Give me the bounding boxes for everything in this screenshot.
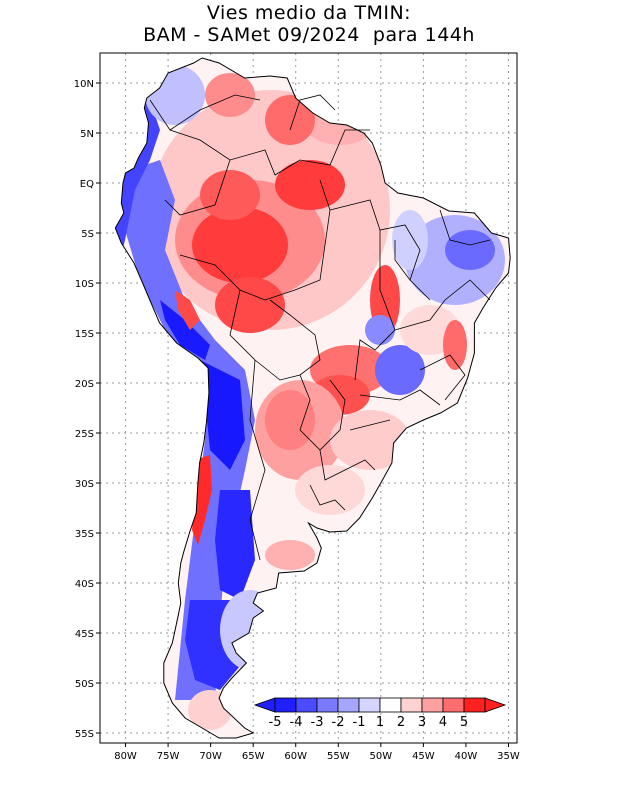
country-borders (149, 94, 491, 561)
lat-tick-label: 10N (74, 79, 94, 90)
colorbar-swatch (463, 697, 486, 713)
lon-tick-label: 65W (242, 751, 265, 762)
bias-region (365, 315, 395, 345)
colorbar-swatch (400, 697, 423, 713)
bias-region (265, 390, 315, 450)
colorbar-label: -4 (290, 715, 303, 730)
longitude-axis: 80W 75W 70W 65W 60W 55W 50W 45W 40W 35W (114, 743, 520, 762)
lon-tick-label: 50W (370, 751, 393, 762)
map-title-line-2: BAM - SAMet 09/2024 para 144h (143, 24, 475, 46)
lat-tick-label: 30S (75, 479, 94, 490)
lat-tick-label: 40S (75, 579, 94, 590)
colorbar-label: -2 (332, 715, 345, 730)
colorbar-swatch (274, 697, 297, 713)
lon-tick-label: 60W (284, 751, 307, 762)
lat-tick-label: 5S (81, 229, 94, 240)
bias-region (275, 160, 345, 210)
bias-region (200, 360, 245, 470)
lat-tick-label: 20S (75, 379, 94, 390)
bias-region (392, 210, 428, 270)
bias-region (265, 95, 315, 145)
bias-region (205, 73, 255, 117)
bias-region (175, 290, 200, 330)
lat-tick-label: EQ (80, 179, 94, 190)
lat-tick-label: 10S (75, 279, 94, 290)
lon-tick-label: 45W (412, 751, 435, 762)
bias-region (200, 170, 260, 220)
lon-tick-label: 40W (455, 751, 478, 762)
lon-tick-label: 80W (114, 751, 137, 762)
colorbar-swatch (442, 697, 465, 713)
plot-frame (99, 52, 518, 744)
lat-tick-label: 50S (75, 679, 94, 690)
colorbar-label: 1 (376, 715, 384, 730)
colorbar-swatch (337, 697, 360, 713)
bias-region (375, 345, 425, 395)
lon-tick-label: 35W (497, 751, 520, 762)
colorbar-label: -1 (353, 715, 366, 730)
bias-region (215, 277, 285, 333)
colorbar-swatch (295, 697, 318, 713)
colorbar-swatch (421, 697, 444, 713)
bias-region (295, 465, 365, 515)
lat-tick-label: 25S (75, 429, 94, 440)
colorbar-label: 4 (439, 715, 447, 730)
latitude-axis: 10N 5N EQ 5S 10S 15S 20S 25S 30S 35S 40S 45S 50S 55S (74, 79, 100, 740)
bias-region (445, 230, 495, 270)
colorbar-arrow-high (484, 697, 507, 713)
lat-tick-label: 35S (75, 529, 94, 540)
colorbar-label: -5 (269, 715, 282, 730)
bias-region (265, 540, 315, 570)
lon-tick-label: 55W (327, 751, 350, 762)
colorbar-swatch (316, 697, 339, 713)
lon-tick-label: 70W (199, 751, 222, 762)
colorbar-label: -3 (311, 715, 324, 730)
lon-tick-label: 75W (157, 751, 180, 762)
bias-region (443, 320, 467, 370)
bias-region (192, 207, 288, 283)
colorbar-swatch (379, 697, 402, 713)
bias-region (160, 300, 210, 360)
lat-tick-label: 5N (80, 129, 94, 140)
colorbar-label: 5 (460, 715, 468, 730)
colorbar: -5 -4 -3 -2 -1 1 2 3 4 5 (253, 697, 507, 730)
colorbar-label: 2 (397, 715, 405, 730)
bias-region (330, 410, 410, 470)
bias-region (215, 490, 255, 600)
lat-tick-label: 55S (75, 729, 94, 740)
map-title-line-1: Vies medio da TMIN: (206, 2, 412, 24)
colorbar-swatch (358, 697, 381, 713)
lat-tick-label: 45S (75, 629, 94, 640)
coastline (114, 57, 511, 739)
colorbar-label: 3 (418, 715, 426, 730)
lat-tick-label: 15S (75, 329, 94, 340)
